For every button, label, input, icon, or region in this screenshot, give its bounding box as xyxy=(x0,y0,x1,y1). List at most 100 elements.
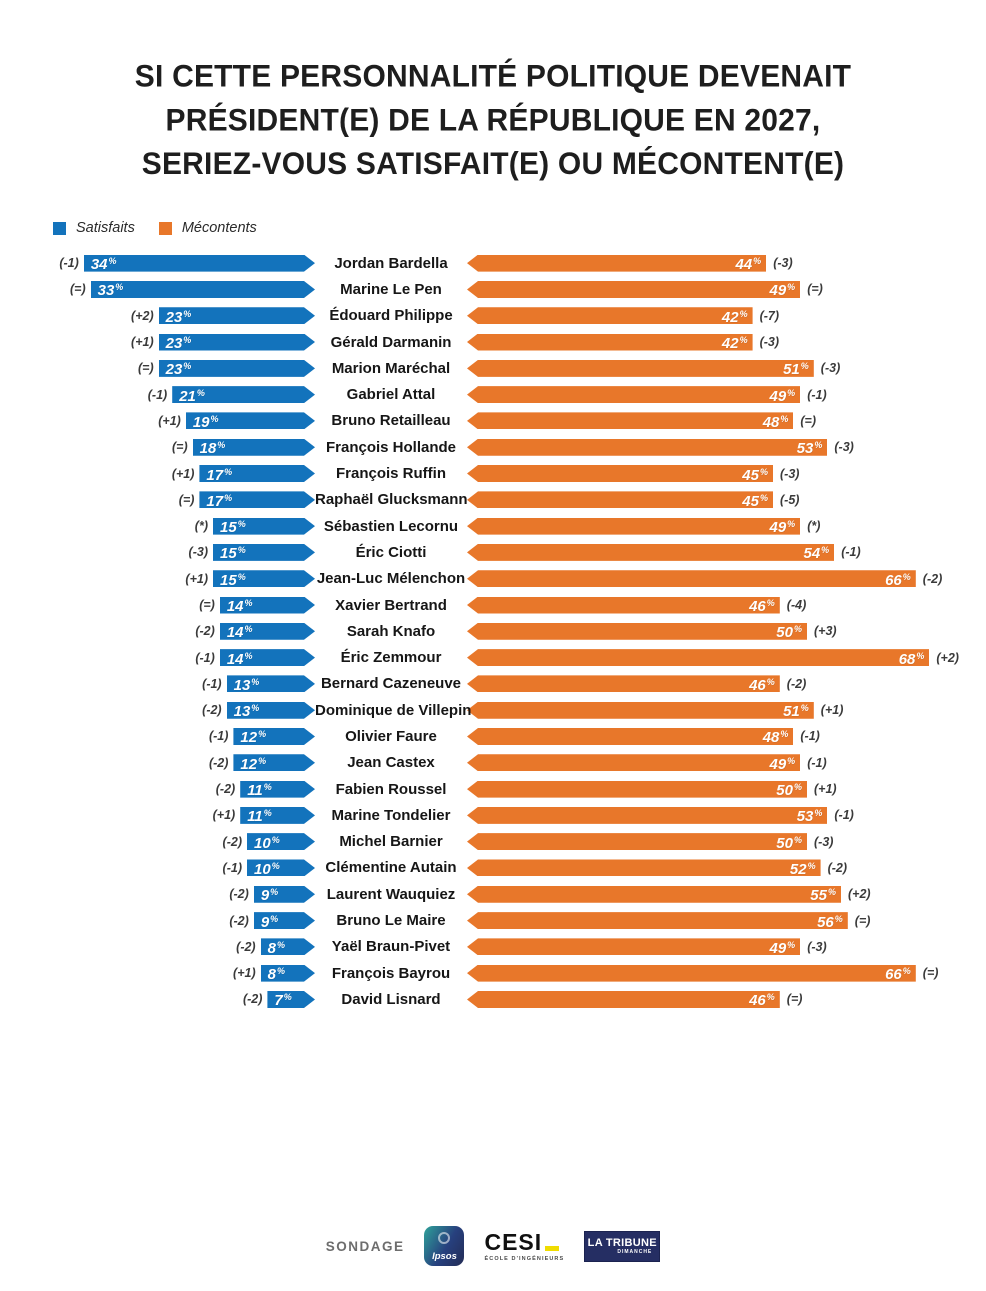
satisfied-change-label: (-1) xyxy=(222,860,242,875)
unsatisfied-value-label: 42% xyxy=(721,308,748,326)
unsatisfied-change-label: (=) xyxy=(854,913,871,928)
unsatisfied-value-label: 49% xyxy=(769,282,796,300)
satisfied-value-label: 7% xyxy=(274,992,292,1010)
satisfied-bar: 8% xyxy=(261,938,315,955)
cesi-underscore-icon xyxy=(545,1245,560,1251)
unsatisfied-legend-label: Mécontents xyxy=(181,220,257,236)
satisfied-value-label: 18% xyxy=(199,440,226,458)
unsatisfied-bar: 48% xyxy=(467,412,794,430)
satisfied-bar: 12% xyxy=(233,728,315,745)
satisfied-value-label: 17% xyxy=(206,466,233,484)
unsatisfied-change-label: (-2) xyxy=(827,860,848,875)
satisfied-value-label: 11% xyxy=(247,808,272,826)
unsatisfied-value-label: 55% xyxy=(810,887,836,905)
satisfied-value-label: 14% xyxy=(226,598,253,615)
satisfied-bar: 13% xyxy=(227,675,315,692)
politician-name: François Bayrou xyxy=(331,964,451,982)
unsatisfied-value-label: 49% xyxy=(769,387,796,405)
unsatisfied-change-label: (-3) xyxy=(820,361,841,376)
unsatisfied-change-label: (-3) xyxy=(807,939,827,954)
politician-name: Jean-Luc Mélenchon xyxy=(316,570,466,588)
unsatisfied-value-label: 54% xyxy=(803,545,830,563)
satisfied-change-label: (=) xyxy=(137,361,154,376)
unsatisfied-value-label: 44% xyxy=(735,256,762,274)
unsatisfied-change-label: (-1) xyxy=(807,387,827,402)
satisfied-change-label: (+1) xyxy=(185,571,208,586)
unsatisfied-bar: 66% xyxy=(467,570,916,588)
satisfied-change-label: (*) xyxy=(194,519,208,534)
satisfied-zone: (-2) 10% xyxy=(0,833,315,850)
ipsos-logo-emblem-icon xyxy=(438,1232,451,1244)
satisfied-zone: (+1) 23% xyxy=(0,334,315,351)
satisfied-bar: 18% xyxy=(193,439,315,456)
unsatisfied-change-label: (+1) xyxy=(820,703,844,718)
unsatisfied-bar: 42% xyxy=(467,307,753,326)
politician-name: Laurent Wauquiez xyxy=(326,885,456,903)
la-tribune-logo-text: LA TRIBUNE xyxy=(587,1236,657,1249)
cesi-logo: CESI ÉCOLE D'INGÉNIEURS xyxy=(484,1228,564,1262)
satisfied-zone: (+1) 11% xyxy=(0,807,315,824)
satisfied-zone: (-1) 10% xyxy=(0,859,315,876)
unsatisfied-value-label: 50% xyxy=(776,834,802,852)
chart-row: (-1) 34% Jordan Bardella 44% (-3) xyxy=(0,250,986,276)
satisfied-change-label: (+1) xyxy=(212,808,236,823)
unsatisfied-bar: 52% xyxy=(467,859,821,877)
unsatisfied-change-label: (+2) xyxy=(848,887,871,902)
unsatisfied-zone: 66% (=) xyxy=(467,964,986,982)
unsatisfied-change-label: (-4) xyxy=(786,598,807,612)
satisfied-zone: (+2) 23% xyxy=(0,307,315,324)
satisfied-change-label: (-2) xyxy=(208,755,229,770)
politician-name: Olivier Faure xyxy=(345,727,437,745)
unsatisfied-value-label: 42% xyxy=(721,335,748,353)
unsatisfied-change-label: (-2) xyxy=(922,571,943,586)
politician-name: Jean Castex xyxy=(347,754,435,772)
satisfied-value-label: 11% xyxy=(247,782,272,800)
chart-row: (-3) 15% Éric Ciotti 54% (-1) xyxy=(0,539,986,565)
satisfied-bar: 9% xyxy=(254,912,315,929)
satisfied-value-label: 13% xyxy=(233,676,260,694)
unsatisfied-bar: 49% xyxy=(467,386,801,405)
chart-row: (=) 33% Marine Le Pen 49% (=) xyxy=(0,276,986,302)
la-tribune-logo: LA TRIBUNE DIMANCHE xyxy=(584,1230,661,1262)
politician-name: Xavier Bertrand xyxy=(335,596,447,614)
satisfied-bar: 14% xyxy=(220,623,315,640)
unsatisfied-zone: 51% (+1) xyxy=(467,701,986,719)
unsatisfied-change-label: (-5) xyxy=(780,492,800,507)
satisfied-change-label: (=) xyxy=(171,440,188,455)
satisfied-value-label: 23% xyxy=(165,361,192,379)
satisfied-change-label: (+1) xyxy=(233,966,256,981)
unsatisfied-zone: 53% (-3) xyxy=(467,438,986,456)
cesi-logo-text: CESI xyxy=(484,1228,543,1255)
satisfied-zone: (=) 14% xyxy=(0,597,315,614)
unsatisfied-bar: 45% xyxy=(467,465,773,483)
satisfied-value-label: 21% xyxy=(179,387,205,405)
ipsos-logo: Ipsos xyxy=(424,1226,465,1266)
politician-name: Bernard Cazeneuve xyxy=(320,675,462,693)
unsatisfied-value-label: 56% xyxy=(817,913,843,931)
ipsos-logo-text: Ipsos xyxy=(432,1251,457,1262)
politician-name: Marion Maréchal xyxy=(331,359,451,377)
politician-name: Gérald Darmanin xyxy=(330,333,452,351)
unsatisfied-change-label: (*) xyxy=(807,519,821,534)
unsatisfied-bar: 50% xyxy=(467,622,807,640)
unsatisfied-change-label: (+2) xyxy=(936,650,959,665)
satisfied-bar: 15% xyxy=(213,518,315,535)
satisfied-value-label: 9% xyxy=(260,887,279,905)
unsatisfied-value-label: 45% xyxy=(742,492,768,510)
unsatisfied-zone: 48% (-1) xyxy=(467,727,986,745)
chart-row: (-2) 13% Dominique de Villepin 51% (+1) xyxy=(0,697,986,723)
unsatisfied-bar: 53% xyxy=(467,438,828,456)
satisfied-change-label: (=) xyxy=(178,492,195,507)
chart-row: (-1) 14% Éric Zemmour 68% (+2) xyxy=(0,644,986,670)
satisfied-change-label: (-2) xyxy=(242,992,263,1007)
satisfied-bar: 7% xyxy=(267,991,315,1008)
unsatisfied-change-label: (=) xyxy=(800,413,817,428)
satisfied-value-label: 34% xyxy=(90,256,117,274)
chart-legend: Satisfaits Mécontents xyxy=(53,220,986,236)
satisfied-zone: (-1) 12% xyxy=(0,728,315,745)
chart-row: (-2) 11% Fabien Roussel 50% (+1) xyxy=(0,776,986,802)
politician-name: Raphaël Glucksmann xyxy=(315,491,468,509)
chart-row: (=) 17% Raphaël Glucksmann 45% (-5) xyxy=(0,487,986,513)
politician-name: Jordan Bardella xyxy=(334,254,448,272)
chart-row: (-1) 21% Gabriel Attal 49% (-1) xyxy=(0,381,986,407)
